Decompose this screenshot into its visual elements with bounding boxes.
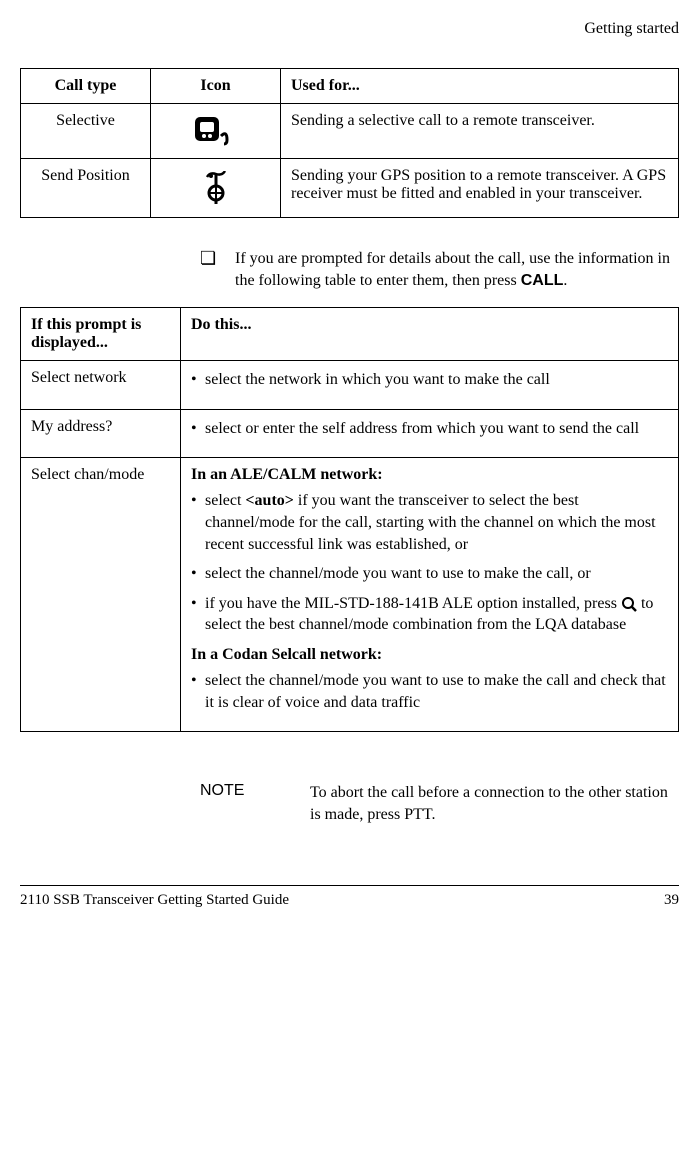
network-subhead: In a Codan Selcall network: — [191, 646, 668, 664]
cell-used-for: Sending a selective call to a remote tra… — [281, 104, 679, 159]
instruction-post: . — [563, 272, 567, 289]
note-text: To abort the call before a connection to… — [310, 782, 679, 825]
prompt-action-table: If this prompt is displayed... Do this..… — [20, 307, 679, 732]
action-item: select or enter the self address from wh… — [191, 418, 668, 440]
item-pre: if you have the MIL-STD-188-141B ALE opt… — [205, 595, 621, 612]
action-item: select the channel/mode you want to use … — [191, 670, 668, 713]
table-row: My address? select or enter the self add… — [21, 409, 679, 458]
note-block: NOTE To abort the call before a connecti… — [20, 782, 679, 825]
table-header-row: If this prompt is displayed... Do this..… — [21, 308, 679, 361]
cell-call-type: Selective — [21, 104, 151, 159]
item-pre: select — [205, 492, 245, 509]
cell-prompt: My address? — [21, 409, 181, 458]
instruction-pre: If you are prompted for details about th… — [235, 250, 670, 289]
cell-call-type: Send Position — [21, 159, 151, 218]
instruction-text: If you are prompted for details about th… — [235, 248, 679, 291]
table-row: Send Position Sending your GPS position … — [21, 159, 679, 218]
footer-title: 2110 SSB Transceiver Getting Started Gui… — [20, 892, 289, 909]
cell-prompt: Select network — [21, 361, 181, 410]
note-label: NOTE — [200, 782, 310, 800]
action-item: select the network in which you want to … — [191, 369, 668, 391]
cell-action: In an ALE/CALM network: select <auto> if… — [181, 458, 679, 732]
document-page: Getting started Call type Icon Used for.… — [0, 0, 699, 919]
cell-icon — [151, 104, 281, 159]
section-header: Getting started — [20, 20, 679, 38]
network-subhead: In an ALE/CALM network: — [191, 466, 668, 484]
col-header: Call type — [21, 69, 151, 104]
selective-icon — [194, 116, 238, 146]
action-item: select the channel/mode you want to use … — [191, 563, 668, 585]
col-header: If this prompt is displayed... — [21, 308, 181, 361]
cell-used-for: Sending your GPS position to a remote tr… — [281, 159, 679, 218]
table-header-row: Call type Icon Used for... — [21, 69, 679, 104]
col-header: Used for... — [281, 69, 679, 104]
table-row: Select chan/mode In an ALE/CALM network:… — [21, 458, 679, 732]
action-item: select <auto> if you want the transceive… — [191, 490, 668, 555]
call-label: CALL — [521, 272, 564, 289]
cell-prompt: Select chan/mode — [21, 458, 181, 732]
gps-icon — [204, 171, 228, 205]
table-row: Selective Sending a selective call to a … — [21, 104, 679, 159]
instruction-paragraph: ❏ If you are prompted for details about … — [20, 248, 679, 291]
checkbox-bullet: ❏ — [200, 248, 235, 291]
action-item: if you have the MIL-STD-188-141B ALE opt… — [191, 593, 668, 636]
table-row: Select network select the network in whi… — [21, 361, 679, 410]
cell-icon — [151, 159, 281, 218]
page-number: 39 — [664, 892, 679, 909]
cell-action: select the network in which you want to … — [181, 361, 679, 410]
cell-action: select or enter the self address from wh… — [181, 409, 679, 458]
col-header: Icon — [151, 69, 281, 104]
auto-keyword: <auto> — [245, 492, 293, 509]
page-footer: 2110 SSB Transceiver Getting Started Gui… — [20, 885, 679, 909]
col-header: Do this... — [181, 308, 679, 361]
find-icon — [621, 596, 637, 612]
call-type-table: Call type Icon Used for... Selective Se — [20, 68, 679, 218]
